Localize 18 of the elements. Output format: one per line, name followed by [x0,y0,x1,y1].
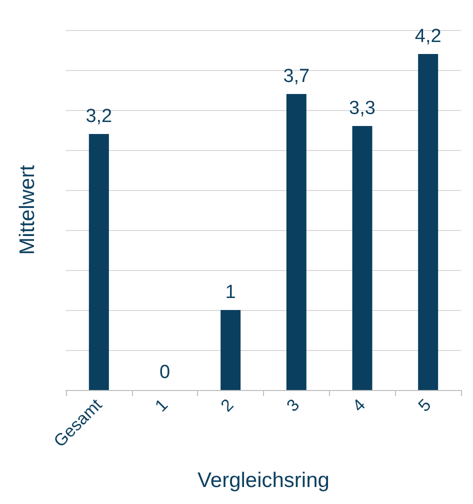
data-label: 4,2 [414,26,442,47]
bar [88,134,109,390]
y-axis-title: Mittelwert [16,164,39,255]
bar [352,126,372,390]
x-tick-label: 3 [283,395,304,416]
data-label: 0 [159,362,170,383]
bar [418,54,438,390]
data-label: 3,3 [349,98,376,119]
bar [220,310,241,390]
x-axis-title: Vergleichsring [198,469,330,492]
x-tick-label: 1 [151,395,172,416]
data-label: 1 [225,282,236,303]
x-tick-label: 5 [414,395,435,416]
data-label: 3,2 [86,106,112,127]
bar [286,94,306,390]
x-tick-label: 4 [348,395,369,416]
x-tick-label: 2 [217,395,238,416]
data-label: 3,7 [283,66,310,87]
